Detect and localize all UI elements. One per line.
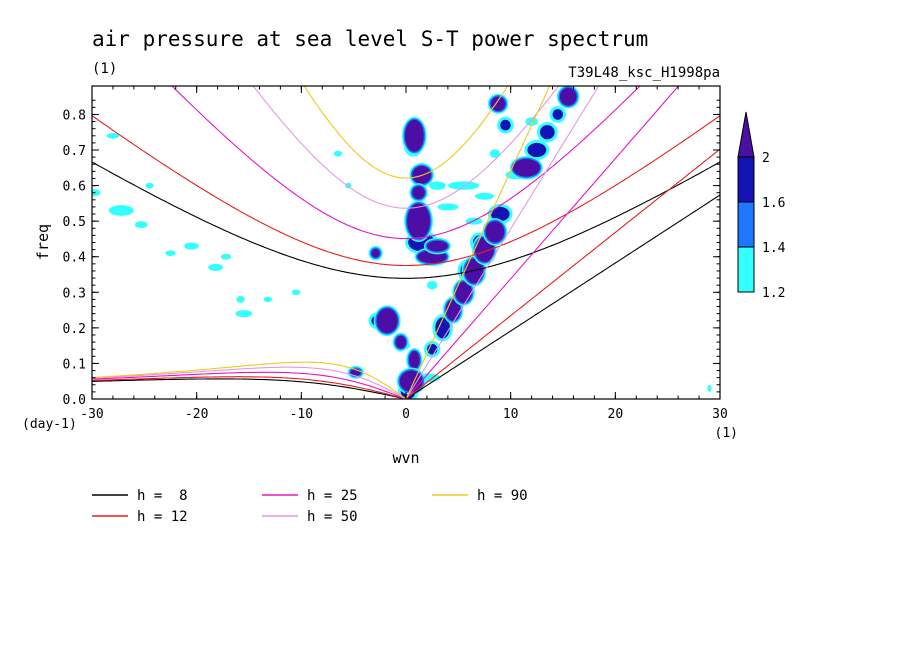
legend-label: h = 12	[137, 509, 188, 525]
ig-curve	[303, 86, 509, 179]
ig-curve	[92, 161, 720, 279]
colorbar-segment	[737, 156, 755, 203]
power-blob	[447, 181, 480, 190]
legend-label: h = 90	[477, 488, 528, 504]
y-tick-label: 0.7	[63, 144, 86, 159]
power-blob	[426, 240, 448, 252]
kelvin-curve	[405, 194, 720, 399]
power-blob	[236, 295, 245, 303]
x-tick-label: 10	[503, 407, 519, 422]
x-tick-label: 30	[712, 407, 728, 422]
kelvin-curve	[405, 86, 680, 399]
colorbar-extend-triangle	[737, 111, 755, 158]
power-blob	[145, 182, 154, 189]
power-blob	[165, 250, 176, 257]
power-blob	[106, 132, 120, 139]
power-blob	[333, 150, 343, 157]
kelvin-curve	[405, 86, 600, 399]
power-blob	[92, 189, 101, 197]
y-tick-label: 0.8	[63, 108, 86, 123]
colorbar-segment	[737, 201, 755, 248]
colorbar-segment	[737, 246, 755, 293]
colorbar-label: 1.2	[762, 286, 785, 301]
y-tick-label: 0.3	[63, 286, 86, 301]
ig-curve	[92, 115, 720, 267]
x-tick-label: -10	[290, 407, 313, 422]
power-blob	[475, 192, 494, 200]
power-blob	[490, 206, 510, 222]
power-blob	[559, 87, 577, 106]
y-tick-label: 0.2	[63, 322, 86, 337]
colorbar-label: 2	[762, 151, 770, 166]
legend: h = 8 h = 12 h = 25 h = 50 h = 90	[92, 488, 528, 525]
x-tick-label: 0	[402, 407, 410, 422]
power-blob	[395, 335, 406, 349]
x-tick-label: -20	[185, 407, 208, 422]
y-tick-label: 0.1	[63, 357, 86, 372]
x-axis-label: wvn	[392, 449, 419, 467]
kelvin-curve	[405, 86, 551, 399]
x-axis-unit: (1)	[715, 426, 738, 441]
power-blob	[412, 186, 425, 200]
power-blob	[263, 296, 273, 303]
legend-label: h = 25	[307, 488, 358, 504]
y-tick-label: 0.4	[63, 251, 87, 266]
power-blob	[291, 289, 301, 296]
plot-axes: -30 -20 -10 0 10 20 30 0.0 0.1 0.2 0.3 0.4 0.5 0.6 0.7…	[63, 85, 728, 422]
power-blob	[426, 280, 438, 290]
power-blob	[539, 125, 555, 140]
chart-subtitle-unit: (1)	[92, 61, 117, 77]
power-blob	[552, 109, 563, 120]
power-blob	[527, 142, 547, 158]
rossby-curve	[92, 361, 407, 399]
y-tick-label: 0.5	[63, 215, 86, 230]
ig-curve	[171, 86, 641, 240]
y-tick-label: 0.6	[63, 180, 86, 195]
colorbar-label: 1.4	[762, 241, 786, 256]
dispersion-curves	[92, 86, 720, 399]
power-blob	[437, 203, 459, 211]
rossby-curve	[92, 366, 407, 399]
power-blob	[108, 205, 134, 216]
rossby-curve	[92, 376, 407, 399]
y-axis-unit: (day-1)	[22, 417, 77, 432]
y-axis-label: freq	[34, 224, 52, 260]
legend-label: h = 50	[307, 509, 358, 525]
ig-curve	[252, 86, 560, 209]
power-blob	[371, 248, 380, 258]
power-blob	[376, 308, 398, 334]
chart-subtitle-run: T39L48_ksc_H1998pa	[568, 65, 720, 81]
colorbar-label: 1.6	[762, 196, 785, 211]
colorbar: 1.2 1.4 1.6 2	[737, 111, 786, 301]
power-blob	[134, 221, 148, 229]
x-tick-label: 20	[608, 407, 624, 422]
power-blob	[455, 281, 472, 303]
power-blob	[184, 242, 199, 250]
y-tick-label: 0.0	[63, 393, 86, 408]
power-blob	[429, 181, 446, 190]
power-blob	[490, 96, 506, 111]
spectral-power-contours	[92, 86, 712, 399]
power-blob	[235, 310, 253, 318]
power-blob	[489, 149, 501, 158]
power-blob	[404, 119, 424, 152]
rossby-curve	[92, 371, 407, 399]
power-blob	[707, 384, 712, 392]
power-blob	[500, 119, 511, 131]
power-blob	[409, 350, 420, 369]
power-blob	[485, 221, 505, 243]
legend-label: h = 8	[137, 488, 188, 504]
chart-title: air pressure at sea level S-T power spec…	[92, 27, 648, 51]
power-blob	[220, 253, 232, 260]
power-blob	[407, 203, 431, 239]
power-blob	[208, 263, 223, 271]
power-blob	[512, 158, 540, 177]
kelvin-curve	[405, 148, 720, 399]
rossby-curve	[92, 378, 407, 399]
x-tick-label: -30	[80, 407, 103, 422]
